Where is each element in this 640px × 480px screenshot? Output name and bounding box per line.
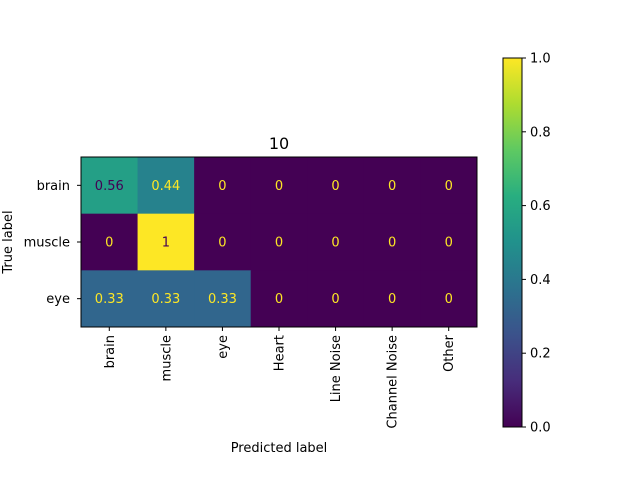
heatmap-cell <box>137 213 195 271</box>
x-tick-label: Other <box>442 334 457 372</box>
cell-value-label: 0 <box>445 292 453 307</box>
cell-value-label: 0 <box>388 292 396 307</box>
cell-value-label: 0.56 <box>95 179 124 194</box>
x-tick-label: eye <box>216 335 231 359</box>
cell-value-label: 0 <box>275 292 283 307</box>
colorbar-ticks: 0.0 0.2 0.4 0.6 0.8 1.0 <box>522 52 551 436</box>
x-tick-label: Line Noise <box>329 335 344 402</box>
heatmap-cell <box>363 213 421 271</box>
cell-value-label: 0 <box>445 179 453 194</box>
heatmap-cell <box>307 270 365 328</box>
cell-value-label: 0 <box>388 236 396 251</box>
colorbar-tick-label: 0.0 <box>530 421 551 436</box>
cell-value-label: 0 <box>445 236 453 251</box>
heatmap-cell <box>81 157 139 215</box>
heatmap-cell <box>81 270 139 328</box>
y-tick-label: eye <box>46 292 70 307</box>
heatmap-cell <box>194 157 252 215</box>
cell-value-label: 0 <box>218 236 226 251</box>
y-tick-label: muscle <box>24 236 70 251</box>
heatmap-cell <box>250 270 308 328</box>
cell-value-label: 0 <box>331 179 339 194</box>
heatmap-cells <box>81 157 478 328</box>
colorbar-frame <box>502 57 523 428</box>
heatmap-cell <box>137 157 195 215</box>
cell-value-label: 0.33 <box>151 292 180 307</box>
cell-value-label: 0.33 <box>208 292 237 307</box>
heatmap-cell <box>81 213 139 271</box>
colorbar-tick-label: 0.2 <box>530 347 551 362</box>
heatmap-cell <box>194 270 252 328</box>
chart-title: 10 <box>269 134 289 153</box>
cell-value-label: 0 <box>388 179 396 194</box>
heatmap-cell <box>420 213 478 271</box>
x-tick-label: muscle <box>159 335 174 381</box>
x-axis: brain muscle eye Heart Line Noise Channel Noi… <box>103 327 457 429</box>
colorbar-gradient <box>503 58 522 427</box>
heatmap-cell <box>363 157 421 215</box>
colorbar-tick-label: 1.0 <box>530 52 551 67</box>
x-tick-label: Channel Noise <box>386 335 401 429</box>
heatmap-cell <box>307 157 365 215</box>
colorbar-tick-label: 0.6 <box>530 199 551 214</box>
heatmap-cell <box>250 157 308 215</box>
heatmap-cell <box>420 270 478 328</box>
cell-value-label: 0 <box>105 236 113 251</box>
y-tick-label: brain <box>37 179 70 194</box>
heatmap-cell <box>194 213 252 271</box>
cell-value-label: 0 <box>275 179 283 194</box>
heatmap-cell <box>420 157 478 215</box>
colorbar: 0.0 0.2 0.4 0.6 0.8 1.0 <box>502 52 551 436</box>
heatmap-cell <box>307 213 365 271</box>
y-axis: brain muscle eye <box>24 179 81 307</box>
colorbar-tick-label: 0.4 <box>530 273 551 288</box>
x-tick-label: brain <box>103 335 118 368</box>
x-axis-label: Predicted label <box>231 441 328 456</box>
heatmap-cell <box>250 213 308 271</box>
y-axis-label: True label <box>1 210 16 274</box>
cell-value-labels: 0.56 0.44 0 0 0 0 0 0 1 0 0 0 0 0 0.33 0.33 0.33 0 0 0 0 <box>95 179 453 307</box>
x-tick-label: Heart <box>273 335 288 371</box>
cell-value-label: 1 <box>162 236 170 251</box>
cell-value-label: 0 <box>331 236 339 251</box>
heatmap-cell <box>363 270 421 328</box>
heatmap-cell <box>137 270 195 328</box>
cell-value-label: 0.33 <box>95 292 124 307</box>
cell-value-label: 0.44 <box>151 179 180 194</box>
colorbar-tick-label: 0.8 <box>530 125 551 140</box>
cell-value-label: 0 <box>275 236 283 251</box>
cell-value-label: 0 <box>218 179 226 194</box>
cell-value-label: 0 <box>331 292 339 307</box>
